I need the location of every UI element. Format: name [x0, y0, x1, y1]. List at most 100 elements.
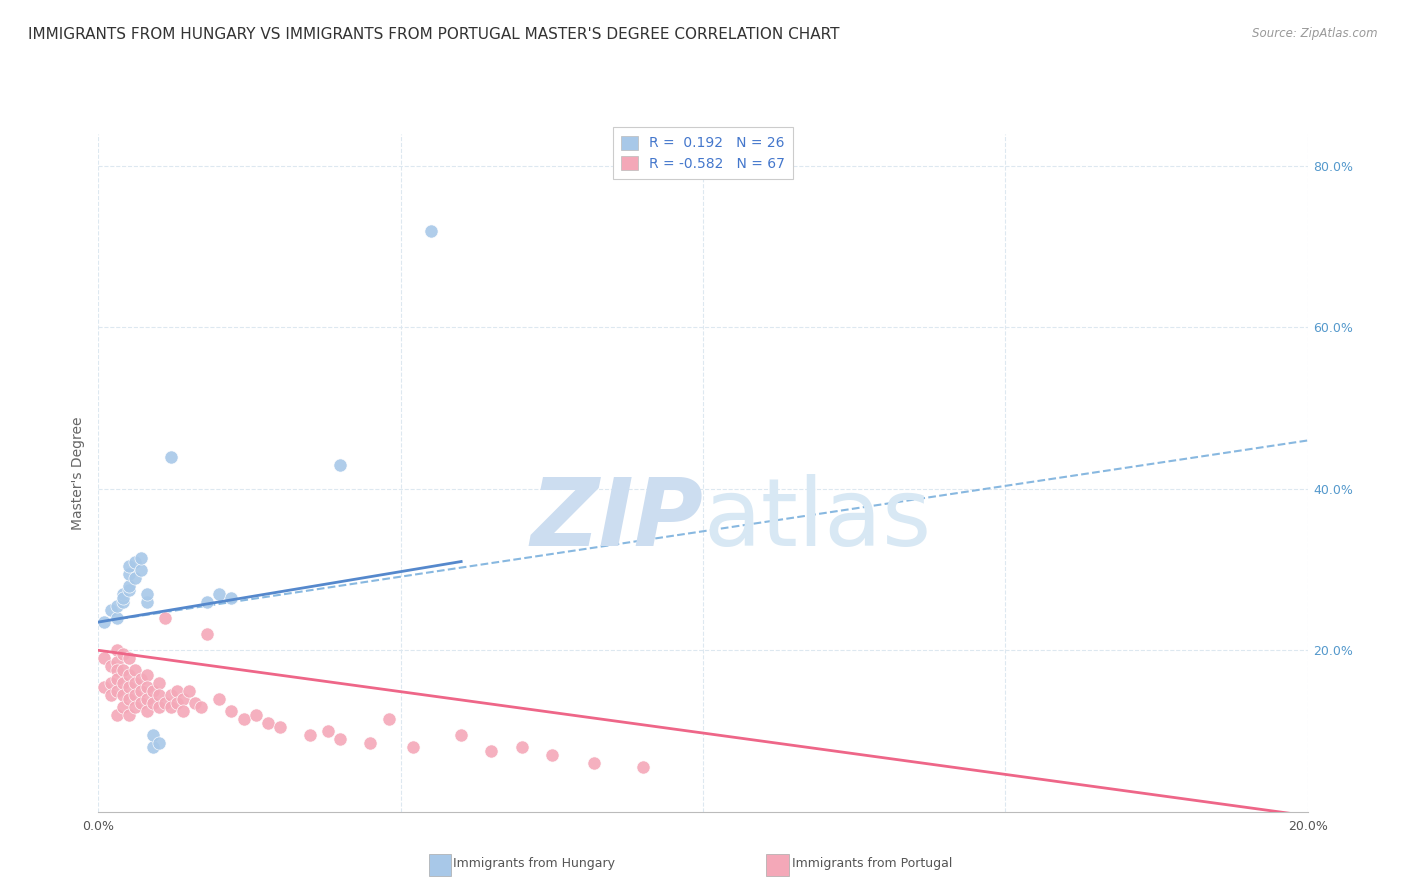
Point [420, 224, 443, 238]
Point [190, 699, 212, 714]
Point [111, 648, 134, 662]
Point [124, 688, 146, 702]
Point [142, 683, 165, 698]
Point [195, 595, 218, 609]
Text: atlas: atlas [703, 475, 931, 566]
Point [105, 683, 128, 698]
Point [105, 611, 128, 625]
Point [148, 688, 170, 702]
Point [124, 664, 146, 678]
Point [510, 740, 533, 755]
Text: Immigrants from Hungary: Immigrants from Hungary [453, 856, 616, 870]
Point [100, 659, 122, 673]
Point [105, 656, 128, 670]
Point [105, 599, 128, 613]
Text: IMMIGRANTS FROM HUNGARY VS IMMIGRANTS FROM PORTUGAL MASTER'S DEGREE CORRELATION : IMMIGRANTS FROM HUNGARY VS IMMIGRANTS FR… [28, 27, 839, 42]
Point [160, 699, 183, 714]
Point [105, 664, 128, 678]
Point [631, 760, 654, 774]
Point [118, 707, 141, 722]
Legend: R =  0.192   N = 26, R = -0.582   N = 67: R = 0.192 N = 26, R = -0.582 N = 67 [613, 128, 793, 179]
Point [160, 450, 183, 464]
Point [256, 715, 278, 730]
Point [118, 558, 141, 573]
Point [93, 615, 115, 629]
Point [135, 680, 157, 694]
Point [111, 664, 134, 678]
Point [124, 555, 146, 569]
Point [124, 675, 146, 690]
Point [111, 591, 134, 605]
Point [153, 696, 176, 710]
Point [245, 707, 267, 722]
Point [142, 740, 165, 755]
Point [208, 587, 231, 601]
Text: Immigrants from Portugal: Immigrants from Portugal [792, 856, 952, 870]
Point [148, 736, 170, 750]
Bar [766, 854, 789, 876]
Point [142, 696, 165, 710]
Point [299, 728, 322, 742]
Point [540, 748, 562, 763]
Point [100, 675, 122, 690]
Point [129, 550, 152, 565]
Y-axis label: Master's Degree: Master's Degree [70, 416, 84, 530]
Point [93, 651, 115, 665]
Point [111, 688, 134, 702]
Point [221, 704, 243, 718]
Point [93, 680, 115, 694]
Point [402, 740, 425, 755]
Point [129, 672, 152, 686]
Point [105, 707, 128, 722]
Point [118, 566, 141, 581]
Point [360, 736, 382, 750]
Point [111, 699, 134, 714]
Point [148, 675, 170, 690]
Point [179, 683, 201, 698]
Point [118, 651, 141, 665]
Point [195, 627, 218, 641]
Point [135, 587, 157, 601]
Point [135, 595, 157, 609]
Point [100, 603, 122, 617]
Point [481, 744, 503, 758]
Point [148, 699, 170, 714]
Point [166, 683, 188, 698]
Point [135, 704, 157, 718]
Point [111, 595, 134, 609]
Point [118, 579, 141, 593]
Point [135, 691, 157, 706]
Point [583, 756, 606, 771]
Point [377, 712, 399, 726]
Point [329, 458, 352, 472]
Point [316, 724, 339, 739]
Point [129, 683, 152, 698]
Point [118, 691, 141, 706]
Point [450, 728, 472, 742]
Point [129, 563, 152, 577]
Point [105, 672, 128, 686]
Point [142, 728, 165, 742]
Point [184, 696, 207, 710]
Point [329, 732, 352, 747]
Point [105, 643, 128, 657]
Point [208, 691, 231, 706]
Point [172, 704, 194, 718]
Point [232, 712, 254, 726]
Point [111, 675, 134, 690]
Point [124, 571, 146, 585]
Point [153, 611, 176, 625]
Point [172, 691, 194, 706]
Point [269, 720, 291, 734]
Point [160, 688, 183, 702]
Bar [429, 854, 451, 876]
Point [118, 582, 141, 597]
Point [111, 587, 134, 601]
Point [135, 667, 157, 681]
Point [100, 688, 122, 702]
Point [118, 667, 141, 681]
Point [166, 696, 188, 710]
Point [118, 680, 141, 694]
Text: ZIP: ZIP [530, 475, 703, 566]
Point [124, 699, 146, 714]
